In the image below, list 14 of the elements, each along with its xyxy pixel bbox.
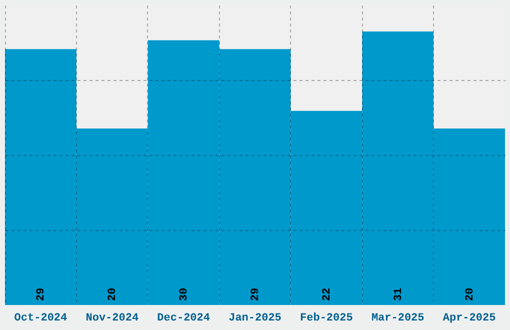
data-label: 20 — [464, 288, 476, 301]
x-tick-label: Mar-2025 — [371, 312, 425, 324]
data-label: 20 — [107, 288, 120, 301]
x-tick-label: Jan-2025 — [228, 312, 282, 324]
data-label: 29 — [36, 288, 48, 301]
data-label: 22 — [321, 288, 334, 301]
x-tick-label: Oct-2024 — [14, 312, 68, 324]
data-label: 31 — [392, 287, 405, 301]
x-tick-label: Feb-2025 — [300, 312, 354, 324]
x-tick-label: Dec-2024 — [157, 312, 210, 324]
data-label: 30 — [178, 288, 191, 301]
x-tick-label: Nov-2024 — [86, 312, 139, 324]
data-label: 29 — [250, 288, 262, 301]
x-tick-label: Apr-2025 — [442, 312, 496, 324]
